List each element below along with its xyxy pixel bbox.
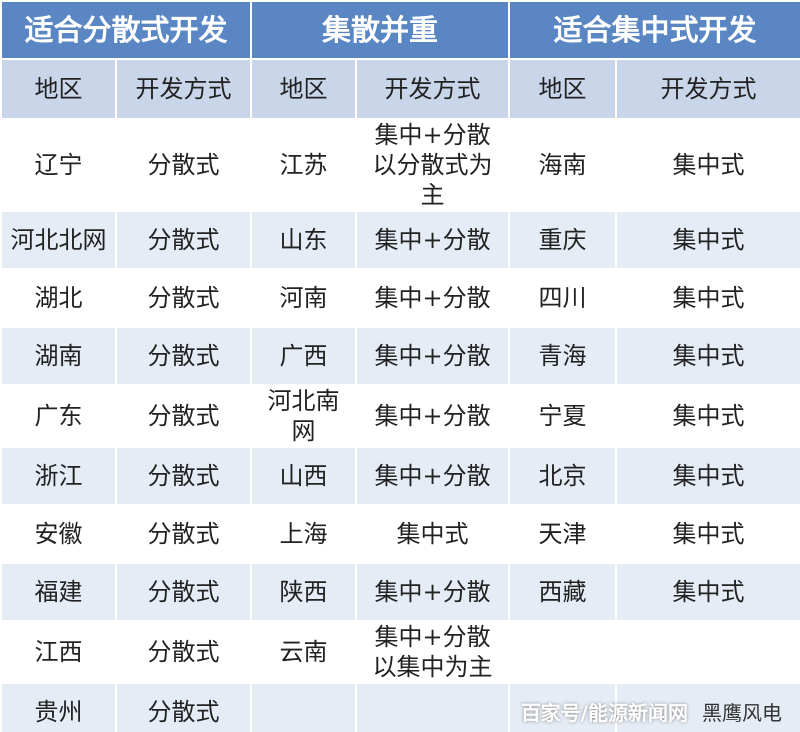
table-cell: 宁夏: [508, 384, 618, 448]
table-cell: 湖南: [0, 326, 117, 386]
table-cell: 云南: [250, 620, 358, 684]
table-cell: 分散式: [114, 210, 253, 270]
watermark-account: 黑鹰风电: [702, 701, 782, 725]
table-row: 浙江 分散式 山西 集中+分散 北京 集中式: [0, 446, 800, 506]
table-row: 湖南 分散式 广西 集中+分散 青海 集中式: [0, 326, 800, 386]
table-cell: 四川: [508, 268, 618, 328]
table-cell: 辽宁: [0, 118, 117, 212]
group-header: 适合集中式开发: [508, 0, 800, 60]
table-cell: 集中式: [615, 210, 800, 270]
table-row: 辽宁 分散式 江苏 集中+分散以分散式为主 海南 集中式: [0, 118, 800, 212]
group-header: 集散并重: [250, 0, 511, 60]
table-cell: 集中式: [615, 562, 800, 622]
column-header: 开发方式: [355, 58, 511, 120]
table-cell: [508, 682, 618, 732]
table-cell: [250, 682, 358, 732]
table-cell: [615, 682, 800, 732]
table-row: 福建 分散式 陕西 集中+分散 西藏 集中式: [0, 562, 800, 622]
table-cell: 分散式: [114, 384, 253, 448]
table-cell: [355, 682, 511, 732]
table-row: 湖北 分散式 河南 集中+分散 四川 集中式: [0, 268, 800, 328]
table-cell: 集中+分散: [355, 562, 511, 622]
table-cell: 安徽: [0, 504, 117, 564]
table-cell: 河南: [250, 268, 358, 328]
table-cell: 江苏: [250, 118, 358, 212]
table-cell: 分散式: [114, 118, 253, 212]
table-cell: 集中式: [615, 446, 800, 506]
table-cell: 集中+分散: [355, 210, 511, 270]
table-cell: 河北南网: [250, 384, 358, 448]
table-cell: 分散式: [114, 326, 253, 386]
table-cell: 集中+分散: [355, 384, 511, 448]
table-cell: 分散式: [114, 620, 253, 684]
table-row: 江西 分散式 云南 集中+分散以集中为主: [0, 620, 800, 684]
table-cell: 河北北网: [0, 210, 117, 270]
table-cell: 福建: [0, 562, 117, 622]
table-cell: 分散式: [114, 446, 253, 506]
table-cell: 集中+分散: [355, 446, 511, 506]
table-cell: 江西: [0, 620, 117, 684]
table-cell: 重庆: [508, 210, 618, 270]
table-cell: 青海: [508, 326, 618, 386]
table-cell: 集中+分散以分散式为主: [355, 118, 511, 212]
table-row: 广东 分散式 河北南网 集中+分散 宁夏 集中式: [0, 384, 800, 448]
column-header-row: 地区 开发方式 地区 开发方式 地区 开发方式: [0, 58, 800, 120]
table-cell: 浙江: [0, 446, 117, 506]
table-cell: 集中+分散以集中为主: [355, 620, 511, 684]
table-cell: 集中式: [615, 504, 800, 564]
table-cell: 广西: [250, 326, 358, 386]
table-cell: 分散式: [114, 682, 253, 732]
table-cell: 海南: [508, 118, 618, 212]
table-cell: 北京: [508, 446, 618, 506]
table-cell: 西藏: [508, 562, 618, 622]
table-cell: 分散式: [114, 562, 253, 622]
group-header: 适合分散式开发: [0, 0, 253, 60]
column-header: 地区: [250, 58, 358, 120]
group-header-row: 适合分散式开发 集散并重 适合集中式开发: [0, 0, 800, 60]
table-cell: [508, 620, 618, 684]
watermark: 百家号/能源新闻网 黑鹰风电: [521, 697, 782, 726]
column-header: 地区: [508, 58, 618, 120]
table-cell: 集中式: [615, 326, 800, 386]
table-cell: 集中式: [355, 504, 511, 564]
table-cell: 天津: [508, 504, 618, 564]
table-cell: 湖北: [0, 268, 117, 328]
table-cell: 集中式: [615, 384, 800, 448]
table-cell: 陕西: [250, 562, 358, 622]
table-cell: 分散式: [114, 504, 253, 564]
table-row: 贵州 分散式: [0, 682, 800, 732]
table-cell: 广东: [0, 384, 117, 448]
table-cell: [615, 620, 800, 684]
column-header: 开发方式: [615, 58, 800, 120]
table-row: 安徽 分散式 上海 集中式 天津 集中式: [0, 504, 800, 564]
table-cell: 集中式: [615, 118, 800, 212]
table-cell: 上海: [250, 504, 358, 564]
table-cell: 集中+分散: [355, 268, 511, 328]
table-row: 河北北网 分散式 山东 集中+分散 重庆 集中式: [0, 210, 800, 270]
watermark-source: 百家号/能源新闻网: [520, 701, 688, 725]
table-cell: 山西: [250, 446, 358, 506]
column-header: 地区: [0, 58, 117, 120]
table-cell: 山东: [250, 210, 358, 270]
table-cell: 集中式: [615, 268, 800, 328]
table-cell: 贵州: [0, 682, 117, 732]
column-header: 开发方式: [114, 58, 253, 120]
table-cell: 分散式: [114, 268, 253, 328]
table-cell: 集中+分散: [355, 326, 511, 386]
